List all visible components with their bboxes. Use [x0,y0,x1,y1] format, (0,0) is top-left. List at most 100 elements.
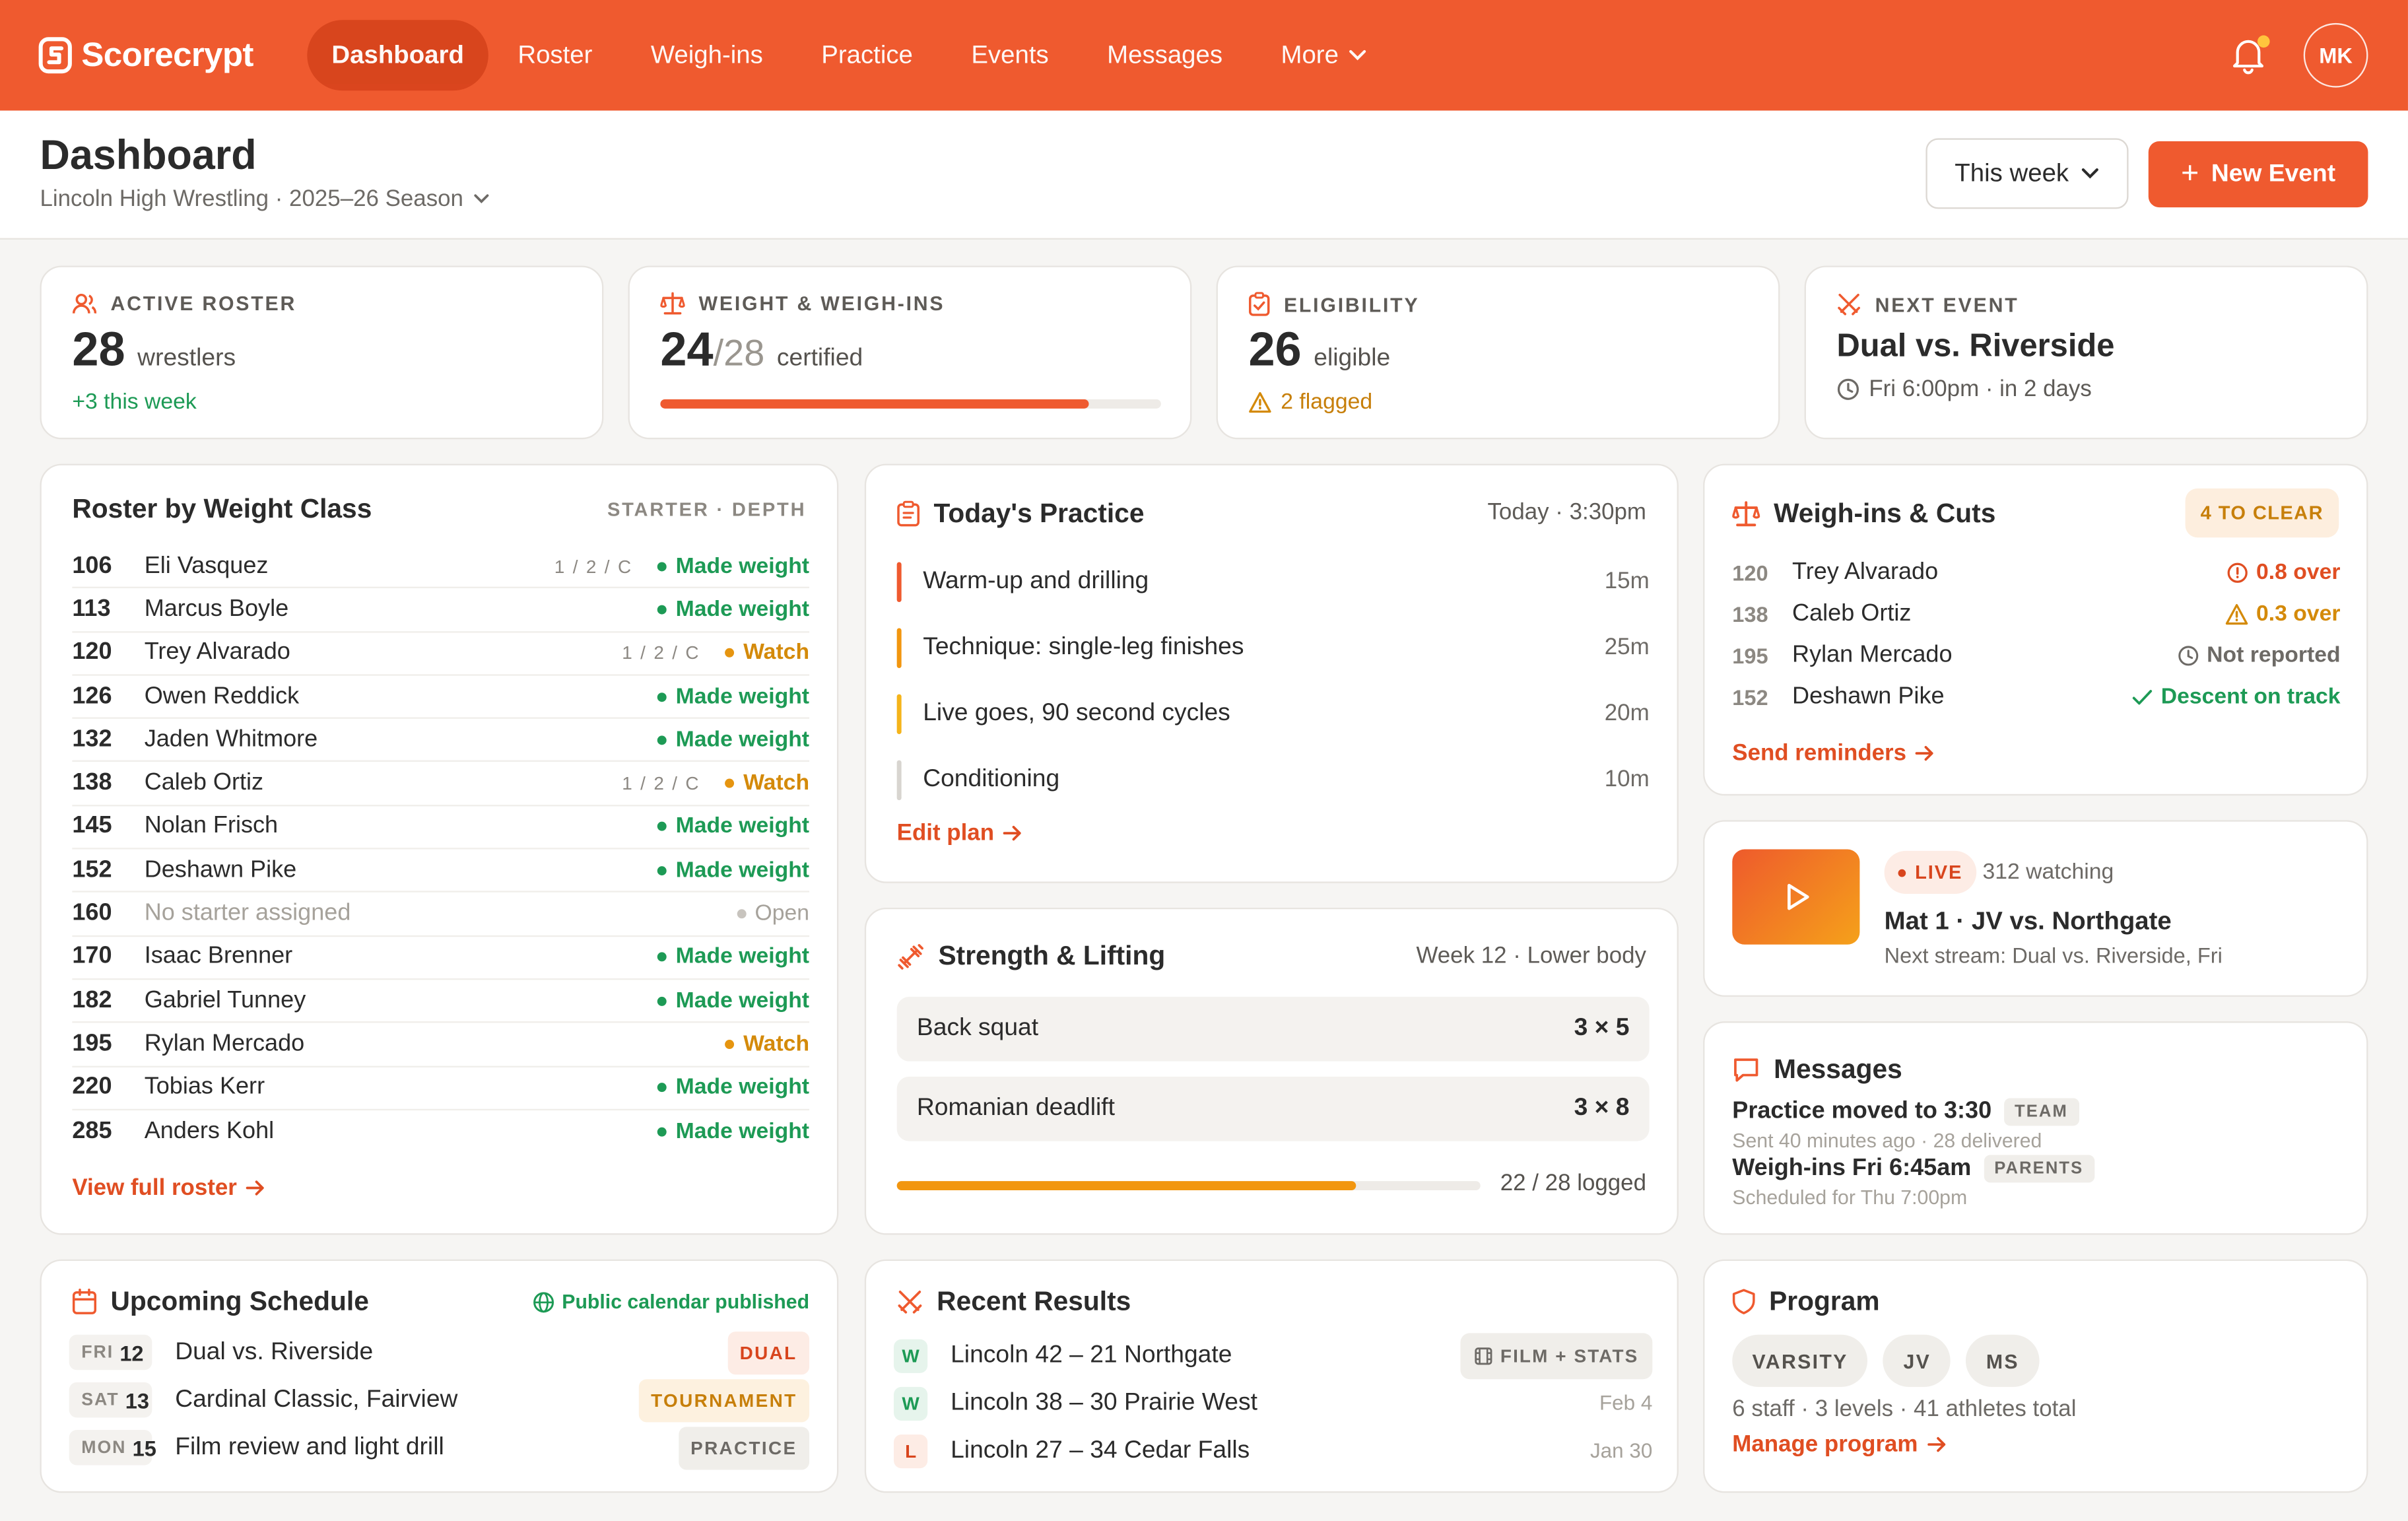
wrestler-name: Trey Alvarado [1792,558,1939,585]
lift-row[interactable]: Romanian deadlift 3 × 8 [896,1076,1650,1141]
kpi-unit: wrestlers [137,345,236,372]
schedule-item[interactable]: MON 15 Film review and light drill PRACTICE [69,1424,810,1471]
weight-status: Watch [725,771,809,795]
lifting-progress-bar [896,1181,1481,1191]
roster-row[interactable]: 220 Tobias Kerr Made weight [72,1067,810,1110]
arrow-right-icon [1916,745,1934,761]
message-item[interactable]: Practice moved to 3:30 TEAM Sent 40 minu… [1732,1098,2079,1152]
weigh-in-status-label: Not reported [2207,642,2341,667]
certified-denominator: /28 [713,333,765,375]
lift-sets: 3 × 5 [1574,1015,1630,1042]
nav-messages[interactable]: Messages [1107,41,1223,69]
new-event-button[interactable]: + New Event [2148,141,2368,208]
clock-icon [1837,378,1859,400]
app-logo[interactable]: Scorecrypt [38,36,253,75]
top-navbar: Scorecrypt Dashboard Roster Weigh-ins Pr… [0,0,2408,111]
nav-roster[interactable]: Roster [518,41,593,69]
certified-progress-bar [660,399,1161,409]
schedule-item[interactable]: SAT 13 Cardinal Classic, Fairview TOURNAMEN… [69,1376,810,1424]
practice-block[interactable]: Technique: single-leg finishes 25m [896,615,1650,681]
weigh-in-row[interactable]: 152 Deshawn Pike Descent on track [1732,676,2340,718]
lift-row[interactable]: Back squat 3 × 5 [896,996,1650,1062]
weigh-in-row[interactable]: 195 Rylan Mercado Not reported [1732,634,2340,676]
weigh-in-row[interactable]: 120 Trey Alvarado 0.8 over [1732,551,2340,593]
kpi-active-roster[interactable]: ACTIVE ROSTER 28 wrestlers +3 this week [40,265,604,440]
card-title: Weigh-ins & Cuts [1732,498,1995,530]
nav-practice[interactable]: Practice [821,41,913,69]
result-row[interactable]: W Lincoln 38 – 30 Prairie West Feb 4 [894,1379,1652,1427]
roster-row[interactable]: 138 Caleb Ortiz 1 / 2 / C Watch [72,762,810,806]
weigh-in-status-label: 0.3 over [2256,601,2341,626]
roster-row[interactable]: 170 Isaac Brenner Made weight [72,936,810,980]
notifications-button[interactable] [2230,35,2270,75]
nav-more[interactable]: More [1252,20,1395,90]
shield-icon [1732,1289,1755,1314]
season-selector[interactable]: Lincoln High Wrestling · 2025–26 Season [40,186,489,212]
film-stats-button[interactable]: FILM + STATS [1460,1332,1653,1379]
public-calendar-status[interactable]: Public calendar published [533,1290,809,1313]
kpi-eligibility[interactable]: ELIGIBILITY 26 eligible 2 flagged [1216,265,1780,440]
level-pill-jv[interactable]: JV [1883,1334,1951,1387]
result-score: Lincoln 38 – 30 Prairie West [951,1389,1257,1415]
status-label: Watch [743,1032,810,1057]
next-event-title: Dual vs. Riverside [1836,328,2115,364]
status-dot [657,953,667,963]
nav-weigh-ins[interactable]: Weigh-ins [650,41,763,69]
schedule-item[interactable]: FRI 12 Dual vs. Riverside DUAL [69,1328,810,1376]
roster-row[interactable]: 106 Eli Vasquez 1 / 2 / C Made weight [72,545,810,589]
roster-row[interactable]: 120 Trey Alvarado 1 / 2 / C Watch [72,632,810,676]
kpi-label-text: NEXT EVENT [1875,292,2019,316]
live-stream-card[interactable]: LIVE 312 watching Mat 1 · JV vs. Northga… [1703,820,2368,997]
level-pill-ms[interactable]: MS [1966,1334,2040,1387]
clipboard-check-icon [1249,292,1270,316]
kpi-value: 26 eligible [1248,323,1390,378]
message-item[interactable]: Weigh-ins Fri 6:45am PARENTS Scheduled f… [1732,1155,2094,1209]
practice-block[interactable]: Warm-up and drilling 15m [896,549,1650,615]
status-dot [657,1083,667,1093]
date-range-label: This week [1955,158,2069,187]
roster-row[interactable]: 126 Owen Reddick Made weight [72,675,810,720]
date-range-dropdown[interactable]: This week [1925,138,2129,209]
status-label: Watch [743,640,810,665]
video-thumbnail[interactable] [1732,849,1860,945]
level-pill-varsity[interactable]: VARSITY [1732,1334,1868,1387]
logo-icon [38,37,72,74]
depth-chart[interactable]: 1 / 2 / C [622,642,700,664]
roster-row[interactable]: 285 Anders Kohl Made weight [72,1110,809,1154]
flagged-count[interactable]: 2 flagged [1248,390,1372,415]
result-score: Lincoln 42 – 21 Northgate [951,1341,1232,1368]
manage-program-link[interactable]: Manage program [1732,1431,1947,1458]
weight-class: 113 [72,595,111,623]
roster-row[interactable]: 113 Marcus Boyle Made weight [72,589,810,632]
roster-row[interactable]: 152 Deshawn Pike Made weight [72,850,810,893]
result-row[interactable]: W Lincoln 42 – 21 Northgate FILM + STATS [894,1332,1653,1379]
roster-row[interactable]: 145 Nolan Frisch Made weight [72,806,810,850]
nav-dashboard[interactable]: Dashboard [307,20,489,91]
depth-chart[interactable]: 1 / 2 / C [554,555,633,577]
result-score: Lincoln 27 – 34 Cedar Falls [951,1436,1250,1463]
status-label: Open [754,901,810,926]
avatar[interactable]: MK [2303,22,2368,88]
weigh-in-row[interactable]: 138 Caleb Ortiz 0.3 over [1732,593,2340,634]
status-label: Watch [743,771,810,796]
view-full-roster-link[interactable]: View full roster [72,1175,266,1201]
program-summary: 6 staff · 3 levels · 41 athletes total [1732,1396,2077,1423]
depth-chart[interactable]: 1 / 2 / C [622,772,700,795]
edit-plan-link[interactable]: Edit plan [897,820,1024,846]
roster-row[interactable]: 195 Rylan Mercado Watch [72,1023,810,1067]
nav-events[interactable]: Events [971,41,1049,69]
wrestler-name: Rylan Mercado [144,1030,305,1057]
practice-block[interactable]: Live goes, 90 second cycles 20m [896,681,1650,747]
roster-row[interactable]: 160 No starter assigned Open [72,893,810,937]
roster-row[interactable]: 182 Gabriel Tunney Made weight [72,980,810,1024]
practice-block[interactable]: Conditioning 10m [896,747,1650,813]
kpi-weight[interactable]: WEIGHT & WEIGH-INS 24/28 certified [628,265,1192,440]
card-title: Recent Results [897,1285,1131,1318]
roster-row[interactable]: 132 Jaden Whitmore Made weight [72,719,810,763]
send-reminders-link[interactable]: Send reminders [1732,740,1935,766]
result-row[interactable]: L Lincoln 27 – 34 Cedar Falls Jan 30 [894,1427,1652,1474]
main-nav: Dashboard Roster Weigh-ins Practice Even… [307,20,1395,91]
new-event-label: New Event [2211,160,2336,187]
arrow-right-icon [246,1180,265,1196]
kpi-next-event[interactable]: NEXT EVENT Dual vs. Riverside Fri 6:00pm… [1804,265,2368,440]
